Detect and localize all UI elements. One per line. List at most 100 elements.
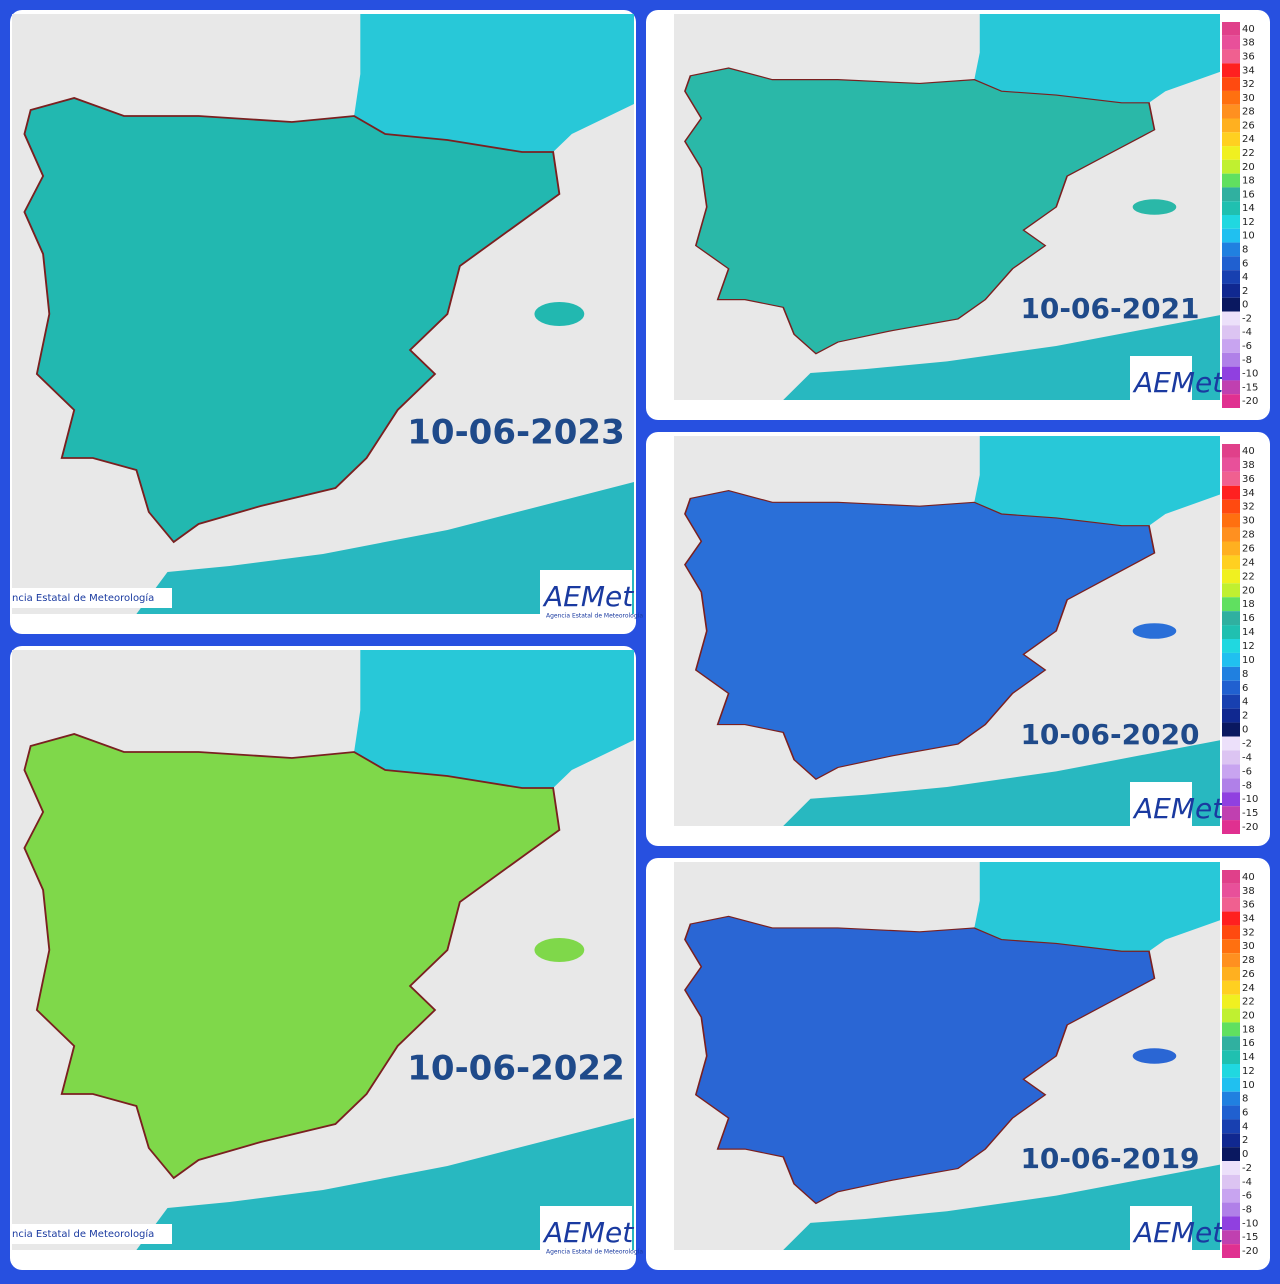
legend-label: -8 [1242, 1205, 1252, 1216]
legend-label: 38 [1242, 460, 1255, 471]
legend-label: 24 [1242, 557, 1255, 568]
legend-label: 24 [1242, 983, 1255, 994]
legend-swatch [1222, 1161, 1240, 1175]
legend-label: 22 [1242, 571, 1255, 582]
legend-swatch [1222, 806, 1240, 821]
legend-swatch [1222, 883, 1240, 898]
map [674, 862, 1220, 1250]
legend-swatch [1222, 1202, 1240, 1217]
legend-swatch [1222, 1077, 1240, 1092]
legend-label: 34 [1242, 488, 1255, 499]
date-label: 10-06-2021 [1020, 292, 1199, 325]
legend-label: 4 [1242, 697, 1248, 708]
legend-label: -15 [1242, 808, 1258, 819]
legend-swatch [1222, 1064, 1240, 1078]
legend-label: -2 [1242, 313, 1252, 324]
date-label: 10-06-2023 [407, 413, 624, 453]
legend-swatch [1222, 49, 1240, 64]
map-panel: 10-06-2019AEMet4038363432302826242220181… [646, 858, 1270, 1270]
africa [783, 315, 1220, 400]
balearics [534, 302, 585, 326]
legend-label: 36 [1242, 900, 1255, 911]
france [354, 650, 634, 788]
legend-swatch [1222, 1119, 1240, 1134]
iberia [23, 733, 561, 1180]
legend-swatch [1222, 173, 1240, 188]
legend-swatch [1222, 778, 1240, 793]
legend-swatch [1222, 527, 1240, 542]
legend-swatch [1222, 953, 1240, 967]
legend-label: 6 [1242, 258, 1248, 269]
legend-swatch [1222, 611, 1240, 626]
date-label: 10-06-2019 [1020, 1142, 1199, 1175]
logo-box [540, 1206, 632, 1256]
legend-swatch [1222, 911, 1240, 926]
legend-label: 2 [1242, 286, 1248, 297]
logo: AEMet [542, 1216, 634, 1249]
legend-swatch [1222, 90, 1240, 105]
legend-swatch [1222, 22, 1240, 36]
legend-label: 2 [1242, 711, 1248, 722]
legend-label: -20 [1242, 1246, 1258, 1257]
logo-box [1130, 782, 1192, 832]
legend-label: -8 [1242, 780, 1252, 791]
france [974, 436, 1220, 526]
legend-label: 22 [1242, 148, 1255, 159]
legend-swatch [1222, 792, 1240, 807]
legend-swatch [1222, 597, 1240, 612]
legend-label: -8 [1242, 355, 1252, 366]
balearics [534, 938, 585, 962]
legend-swatch [1222, 394, 1240, 408]
legend-swatch [1222, 485, 1240, 500]
legend-label: 20 [1242, 1011, 1255, 1022]
legend-label: 22 [1242, 997, 1255, 1008]
legend-label: 36 [1242, 474, 1255, 485]
legend-swatch [1222, 666, 1240, 681]
legend-swatch [1222, 708, 1240, 723]
legend-label: 28 [1242, 530, 1255, 541]
legend-label: -6 [1242, 1191, 1252, 1202]
legend-label: 38 [1242, 38, 1255, 49]
legend-swatch [1222, 242, 1240, 257]
legend-label: 2 [1242, 1135, 1248, 1146]
logo: AEMet [1132, 366, 1224, 399]
legend-swatch [1222, 583, 1240, 598]
legend-label: 32 [1242, 79, 1255, 90]
map [12, 14, 634, 614]
legend-label: -10 [1242, 1218, 1258, 1229]
france [974, 862, 1220, 952]
legend-label: 6 [1242, 683, 1248, 694]
legend-label: 18 [1242, 1024, 1255, 1035]
legend-label: 34 [1242, 65, 1255, 76]
legend-swatch [1222, 1244, 1240, 1258]
legend-label: -2 [1242, 1163, 1252, 1174]
legend-label: 8 [1242, 669, 1248, 680]
date-label: 10-06-2020 [1020, 718, 1199, 751]
legend-label: -4 [1242, 752, 1252, 763]
africa [136, 1118, 634, 1250]
legend-label: -15 [1242, 1232, 1258, 1243]
credit-box [10, 1224, 172, 1244]
legend-label: 0 [1242, 725, 1248, 736]
legend-label: 14 [1242, 627, 1255, 638]
legend-swatch [1222, 311, 1240, 326]
credit-box [10, 588, 172, 608]
legend-swatch [1222, 1188, 1240, 1203]
legend-label: -4 [1242, 327, 1252, 338]
logo-box [1130, 1206, 1192, 1256]
credit: ncia Estatal de Meteorología [12, 592, 154, 604]
legend-label: -10 [1242, 794, 1258, 805]
legend-swatch [1222, 159, 1240, 174]
legend-swatch [1222, 256, 1240, 271]
legend-swatch [1222, 471, 1240, 486]
legend-swatch [1222, 104, 1240, 119]
iberia [684, 67, 1156, 355]
legend-label: 18 [1242, 599, 1255, 610]
legend-swatch [1222, 35, 1240, 50]
legend-label: 4 [1242, 272, 1248, 283]
legend-label: 6 [1242, 1108, 1248, 1119]
legend-label: 16 [1242, 1038, 1255, 1049]
legend-swatch [1222, 925, 1240, 940]
